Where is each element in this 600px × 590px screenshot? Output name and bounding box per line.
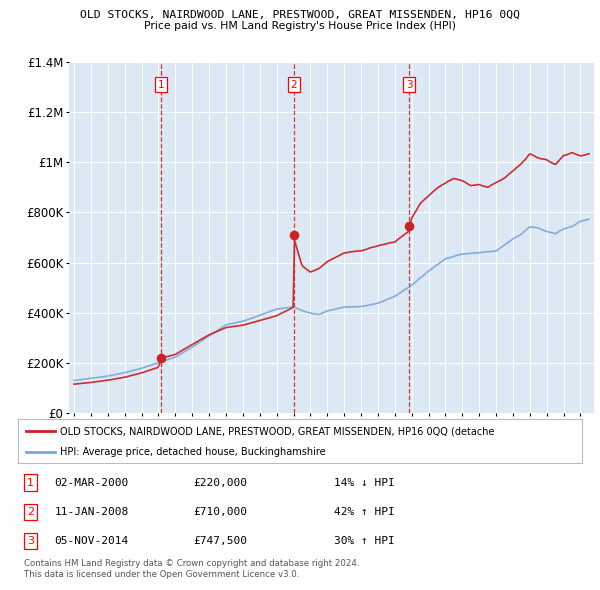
Text: £220,000: £220,000 (193, 477, 247, 487)
Point (157, 353, 166, 362)
Text: 02-MAR-2000: 02-MAR-2000 (55, 477, 129, 487)
Text: OLD STOCKS, NAIRDWOOD LANE, PRESTWOOD, GREAT MISSENDEN, HP16 0QQ: OLD STOCKS, NAIRDWOOD LANE, PRESTWOOD, G… (80, 10, 520, 20)
Text: 14% ↓ HPI: 14% ↓ HPI (334, 477, 395, 487)
Text: 2: 2 (27, 507, 34, 517)
Text: £710,000: £710,000 (193, 507, 247, 517)
Text: HPI: Average price, detached house, Buckinghamshire: HPI: Average price, detached house, Buck… (60, 447, 326, 457)
Text: 2: 2 (291, 80, 298, 90)
Text: 11-JAN-2008: 11-JAN-2008 (55, 507, 129, 517)
Text: £747,500: £747,500 (193, 536, 247, 546)
Text: 1: 1 (27, 477, 34, 487)
Text: 42% ↑ HPI: 42% ↑ HPI (334, 507, 395, 517)
Text: Price paid vs. HM Land Registry's House Price Index (HPI): Price paid vs. HM Land Registry's House … (144, 21, 456, 31)
Text: 1: 1 (158, 80, 164, 90)
Point (289, 230, 299, 240)
Text: 30% ↑ HPI: 30% ↑ HPI (334, 536, 395, 546)
Text: 05-NOV-2014: 05-NOV-2014 (55, 536, 129, 546)
Text: 3: 3 (27, 536, 34, 546)
Text: OLD STOCKS, NAIRDWOOD LANE, PRESTWOOD, GREAT MISSENDEN, HP16 0QQ (detache: OLD STOCKS, NAIRDWOOD LANE, PRESTWOOD, G… (60, 427, 495, 436)
Text: 3: 3 (406, 80, 412, 90)
Text: Contains HM Land Registry data © Crown copyright and database right 2024.
This d: Contains HM Land Registry data © Crown c… (24, 559, 359, 579)
Point (404, 221, 414, 230)
